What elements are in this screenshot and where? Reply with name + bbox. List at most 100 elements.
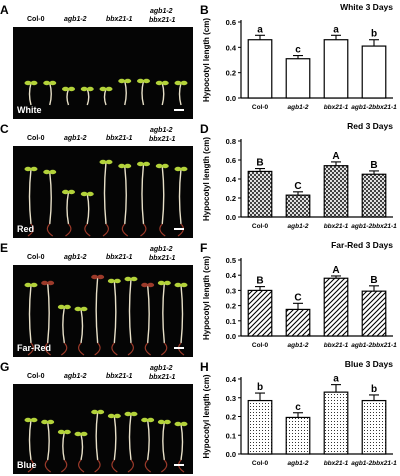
chart-title: White 3 Days [340,2,393,12]
panel-label-c: C [0,122,9,136]
seedling [157,280,171,356]
genotype-label-col0: Col-0 [27,16,45,23]
y-tick-label: 0.2 [226,413,236,422]
genotype-label-double-bottom: bbx21-1 [149,136,176,143]
chart-title: Red 3 Days [347,121,393,131]
seedling [43,169,57,237]
seedling [91,274,105,356]
bar [361,290,387,337]
x-tick-label: agb1-2 [288,460,309,467]
y-tick-label: 0.2 [226,302,236,311]
seedling [124,411,138,473]
seedling [80,86,94,106]
significance-letter: B [256,158,263,169]
y-tick-label: 0.2 [226,69,236,78]
significance-letter: B [256,276,263,287]
chart-title: Far-Red 3 Days [331,240,393,250]
bar [323,39,349,99]
seedling [24,80,38,106]
condition-label: Blue [17,460,37,470]
significance-letter: c [295,402,301,413]
y-tick-label: 0.0 [226,213,236,222]
y-tick-label: 0.0 [226,450,236,459]
bar [285,194,311,218]
scale-bar [174,464,184,466]
bar [323,277,349,337]
y-tick-label: 0.2 [226,194,236,203]
seedling [74,431,88,473]
seedling [24,282,38,356]
chart-red: Red 3 Days Hypocotyl length (cm) 0.0 0.2 0.4… [195,119,400,239]
y-tick-label: 0.1 [226,317,236,326]
y-tick-label: 0.6 [226,156,236,165]
bar [323,391,349,455]
genotype-label-agb: agb1-2 [64,135,87,142]
x-tick-label: Col-0 [252,104,269,111]
x-tick-label: agb1-2 [288,104,309,111]
y-axis-label: Hypocotyl length (cm) [202,18,211,102]
genotype-label-double-top: agb1-2 [150,246,173,253]
seedling [74,306,88,356]
chart-far-red: Far-Red 3 Days Hypocotyl length (cm) 0.0 0.… [195,238,400,358]
x-tick-label: agb1-2bbx21-1 [351,104,397,111]
panel-label-g: G [0,360,10,374]
bar [285,416,311,455]
x-tick-label: agb1-2bbx21-1 [351,223,397,230]
seedling [157,419,171,473]
seedling-photo-red: Red [13,146,193,238]
genotype-label-agb: agb1-2 [64,16,87,23]
genotype-label-col0: Col-0 [27,254,45,261]
seedling [62,189,75,237]
scale-bar [174,347,184,349]
y-tick-label: 0.0 [226,94,236,103]
condition-label: Far-Red [17,343,52,353]
seedling [24,166,38,237]
seedling [155,80,169,106]
bar-chart: Red 3 Days Hypocotyl length (cm) 0.0 0.2 0.4… [202,121,397,230]
y-tick-label: 0.6 [226,18,236,27]
significance-letter: C [294,181,301,192]
seedling [174,80,188,106]
x-tick-label: agb1-2 [288,342,309,349]
y-tick-label: 0.4 [226,43,237,52]
significance-letter: A [332,265,339,276]
genotype-label-double-top: agb1-2 [150,365,173,372]
bar [361,399,387,455]
seedling [43,80,57,106]
x-tick-label: Col-0 [252,223,269,230]
x-tick-label: bbx21-1 [324,104,349,111]
seedling-drawing [24,78,188,106]
bar [285,58,311,99]
seedling [137,161,150,237]
seedling [57,429,71,473]
seedling [124,276,138,356]
bar [361,173,387,218]
significance-letter: C [294,292,301,303]
genotype-label-double-top: agb1-2 [150,127,173,134]
bar [247,170,273,218]
chart-white: White 3 Days Hypocotyl length (cm) 0.0 0.2 0… [195,0,400,120]
genotype-label-double-bottom: bbx21-1 [149,255,176,262]
seedling [24,417,38,473]
seedling [41,419,55,473]
genotype-label-col0: Col-0 [27,135,45,142]
genotype-label-double-top: agb1-2 [150,8,173,15]
x-tick-label: agb1-2bbx21-1 [351,460,397,467]
seedling [141,417,155,473]
bar [285,308,311,337]
genotype-label-bbx: bbx21-1 [106,135,133,142]
seedling-photo-white: White [13,27,193,119]
seedling [118,163,132,237]
seedling [57,304,71,356]
seedling [118,78,132,106]
seedling-drawing [24,274,188,356]
scale-bar [174,109,184,111]
seedling-photo-far-red: Far-Red [13,265,193,357]
significance-letter: a [333,24,339,35]
seedling [174,282,188,356]
y-tick-label: 0.3 [226,286,236,295]
significance-letter: a [333,374,339,385]
significance-letter: A [332,151,339,162]
y-tick-label: 0.4 [226,271,237,280]
bar-chart: White 3 Days Hypocotyl length (cm) 0.0 0.2 0… [202,2,397,111]
